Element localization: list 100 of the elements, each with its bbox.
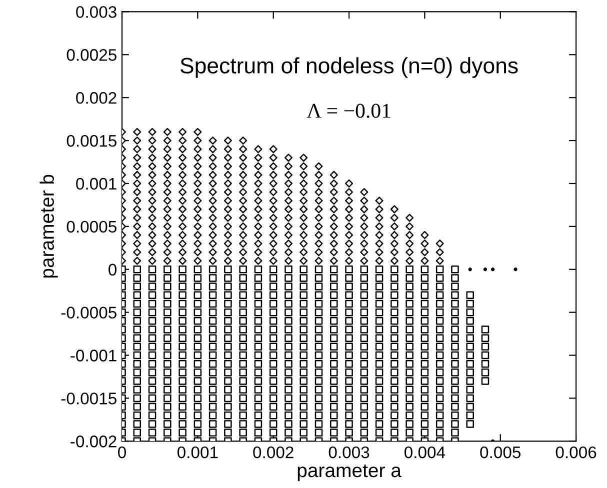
point — [254, 179, 262, 188]
point — [133, 428, 142, 436]
point — [148, 128, 156, 136]
point — [254, 282, 262, 290]
point — [254, 326, 262, 334]
point — [164, 428, 172, 436]
point — [314, 179, 323, 188]
point — [133, 154, 142, 162]
point — [239, 222, 248, 230]
point — [284, 265, 292, 274]
point — [436, 342, 444, 351]
point — [345, 222, 354, 230]
point — [466, 308, 474, 316]
point — [375, 214, 384, 222]
point — [239, 317, 247, 325]
point — [314, 170, 323, 179]
point — [269, 308, 278, 316]
point — [406, 351, 414, 360]
point — [178, 240, 187, 248]
point — [254, 222, 262, 230]
point — [133, 300, 142, 308]
point — [330, 196, 338, 205]
point — [239, 154, 248, 162]
point — [284, 179, 293, 188]
point — [194, 265, 202, 274]
point — [194, 342, 202, 351]
point — [194, 394, 202, 402]
point — [360, 214, 368, 222]
x-tick-label: 0.005 — [480, 446, 521, 458]
point — [284, 317, 292, 325]
point — [269, 240, 278, 248]
point — [163, 179, 172, 188]
point — [436, 256, 444, 265]
point — [254, 428, 262, 436]
point — [194, 402, 202, 411]
point — [148, 230, 156, 240]
point — [163, 188, 172, 196]
point — [360, 412, 368, 420]
point — [269, 360, 278, 368]
point — [314, 334, 323, 342]
point — [390, 274, 398, 282]
point — [468, 268, 472, 272]
point — [406, 368, 414, 376]
point — [194, 230, 202, 240]
point — [239, 196, 248, 205]
point — [269, 214, 278, 222]
point — [133, 308, 142, 316]
point — [390, 282, 398, 290]
point — [436, 402, 444, 411]
point — [148, 351, 156, 360]
point — [284, 291, 292, 300]
point — [451, 342, 459, 351]
point — [300, 240, 308, 248]
point — [239, 386, 247, 394]
point — [254, 248, 262, 256]
point — [133, 360, 142, 368]
point — [194, 162, 202, 170]
point — [390, 412, 398, 420]
point — [148, 342, 156, 351]
point — [360, 420, 368, 428]
point — [254, 386, 262, 394]
point — [390, 265, 398, 274]
point — [330, 428, 338, 436]
point — [133, 145, 142, 154]
point — [314, 274, 323, 282]
point — [466, 420, 474, 428]
point — [208, 282, 217, 290]
point — [345, 360, 353, 368]
point — [224, 386, 232, 394]
point — [330, 386, 338, 394]
point — [284, 214, 293, 222]
point — [239, 334, 247, 342]
point — [345, 282, 353, 290]
point — [254, 300, 262, 308]
point — [345, 368, 353, 376]
point — [178, 230, 187, 240]
point — [375, 394, 384, 402]
point — [239, 170, 248, 179]
point — [148, 300, 156, 308]
point — [148, 136, 156, 145]
point — [300, 360, 308, 368]
point — [208, 179, 217, 188]
point — [360, 240, 368, 248]
point — [420, 291, 429, 300]
point — [314, 351, 323, 360]
point — [481, 368, 490, 376]
point — [224, 222, 232, 230]
point — [420, 300, 429, 308]
point — [375, 360, 384, 368]
point — [300, 368, 308, 376]
point — [466, 412, 474, 420]
point — [420, 428, 429, 436]
point — [451, 377, 459, 385]
point — [436, 300, 444, 308]
point — [269, 145, 278, 154]
point — [133, 377, 142, 385]
point — [239, 368, 247, 376]
point — [148, 179, 156, 188]
point — [208, 300, 217, 308]
point — [284, 420, 292, 428]
